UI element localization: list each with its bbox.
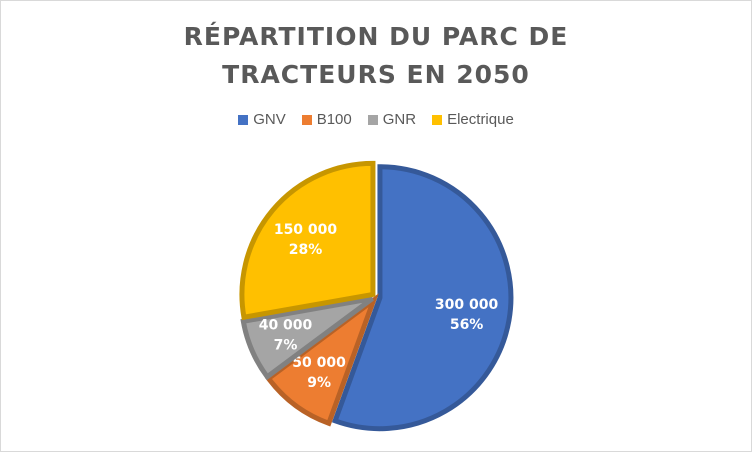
legend-item-b100: B100: [301, 111, 352, 128]
data-label-value-gnv: 300 000: [435, 297, 499, 313]
legend: GNV B100 GNR Electrique: [0, 111, 752, 128]
pie-slice-gnr: [240, 296, 374, 381]
legend-item-electrique: Electrique: [432, 111, 514, 128]
data-label-percent-electrique: 28%: [289, 242, 323, 258]
data-label-percent-gnv: 56%: [450, 317, 484, 333]
legend-label-electrique: Electrique: [447, 111, 514, 128]
legend-item-gnv: GNV: [238, 111, 286, 128]
pie-slice-electrique: [239, 160, 376, 321]
legend-swatch-electrique: [432, 114, 443, 125]
chart-title: RÉPARTITION DU PARC DE TRACTEURS EN 2050: [183, 22, 569, 89]
legend-label-b100: B100: [316, 111, 352, 128]
data-label-value-electrique: 150 000: [274, 222, 338, 238]
data-label-percent-gnr: 7%: [274, 337, 298, 353]
data-label-value-gnr: 40 000: [259, 317, 313, 333]
legend-label-gnr: GNR: [382, 111, 417, 128]
data-label-value-b100: 50 000: [292, 355, 346, 371]
pie-slice-gnv: [331, 164, 514, 432]
legend-label-gnv: GNV: [253, 111, 286, 128]
data-label-percent-b100: 9%: [307, 375, 331, 391]
legend-item-gnr: GNR: [367, 111, 417, 128]
legend-swatch-gnv: [238, 114, 249, 125]
legend-swatch-b100: [301, 114, 312, 125]
legend-swatch-gnr: [367, 114, 378, 125]
